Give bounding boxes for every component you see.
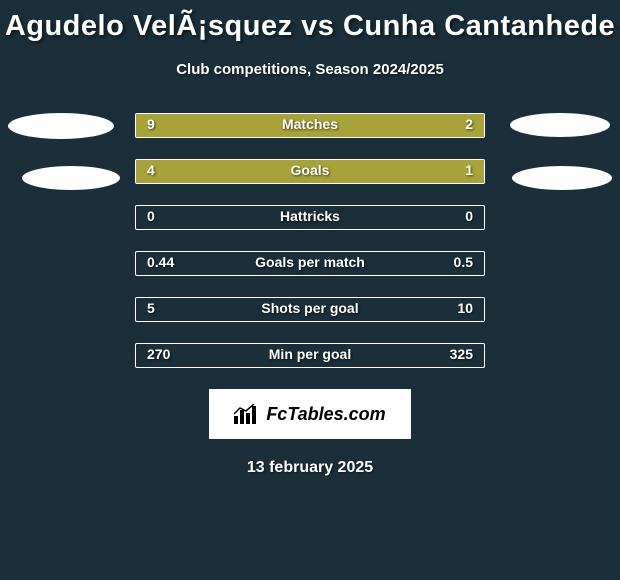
stat-label: Goals per match <box>135 254 485 270</box>
chart-bars-icon <box>234 404 260 424</box>
stat-row: 270 Min per goal 325 <box>135 343 485 368</box>
player-right-marker-2 <box>512 166 612 190</box>
comparison-title: Agudelo VelÃ¡squez vs Cunha Cantanhede <box>0 0 620 43</box>
stat-row: 9 Matches 2 <box>135 113 485 138</box>
stat-value-right: 0 <box>465 208 473 224</box>
stat-value-right: 1 <box>465 162 473 178</box>
date-label: 13 february 2025 <box>0 459 620 477</box>
player-left-marker-1 <box>8 113 114 139</box>
stat-value-right: 0.5 <box>454 254 473 270</box>
stat-label: Shots per goal <box>135 300 485 316</box>
logo-text: FcTables.com <box>266 404 385 425</box>
stat-row: 5 Shots per goal 10 <box>135 297 485 322</box>
stat-row: 0 Hattricks 0 <box>135 205 485 230</box>
stat-label: Hattricks <box>135 208 485 224</box>
player-right-marker-1 <box>510 113 610 137</box>
stat-value-right: 10 <box>457 300 473 316</box>
player-left-marker-2 <box>22 166 120 190</box>
fctables-logo: FcTables.com <box>209 389 411 439</box>
stat-label: Min per goal <box>135 346 485 362</box>
stat-value-right: 2 <box>465 116 473 132</box>
stats-chart: 9 Matches 2 4 Goals 1 0 Hattricks 0 0.44… <box>0 113 620 368</box>
stat-value-right: 325 <box>450 346 473 362</box>
comparison-subtitle: Club competitions, Season 2024/2025 <box>0 61 620 78</box>
stat-label: Goals <box>135 162 485 178</box>
stat-label: Matches <box>135 116 485 132</box>
stat-row: 0.44 Goals per match 0.5 <box>135 251 485 276</box>
stat-row: 4 Goals 1 <box>135 159 485 184</box>
